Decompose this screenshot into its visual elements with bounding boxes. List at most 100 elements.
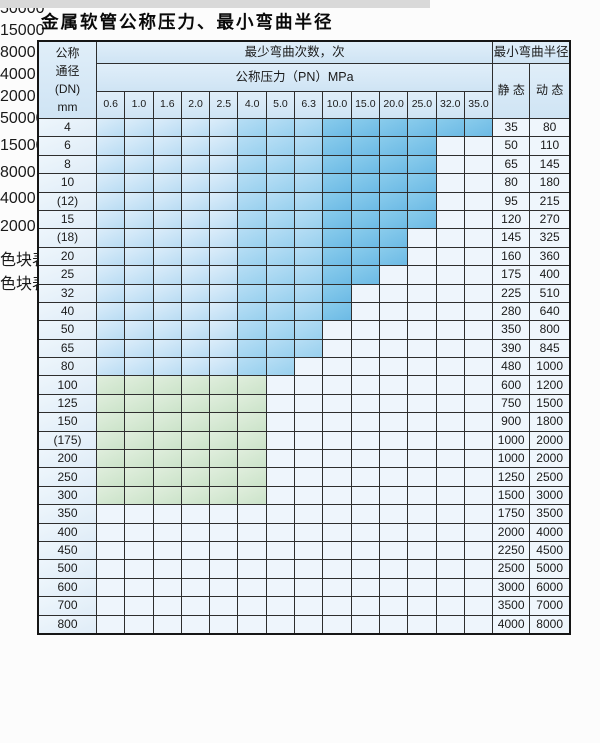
spec-cell bbox=[379, 247, 408, 266]
dn-cell: 400 bbox=[39, 523, 96, 541]
no-spec-cell bbox=[323, 468, 351, 486]
spec-cell bbox=[125, 431, 153, 450]
no-spec-cell bbox=[464, 394, 493, 413]
spec-cell bbox=[238, 155, 266, 174]
spec-cell bbox=[295, 192, 323, 210]
dynamic-value: 215 bbox=[530, 192, 570, 210]
no-spec-cell bbox=[238, 541, 266, 560]
spec-cell bbox=[97, 450, 125, 468]
spec-cell bbox=[238, 413, 266, 431]
spec-cell bbox=[210, 560, 238, 578]
pressure-tick: 4.0 bbox=[238, 92, 266, 118]
no-spec-cell bbox=[379, 376, 408, 394]
no-spec-cell bbox=[436, 431, 464, 450]
spec-cell bbox=[238, 302, 266, 321]
spec-cell bbox=[125, 247, 153, 266]
bend-count-label-8000: 8000 bbox=[0, 44, 36, 61]
spec-cell bbox=[210, 302, 238, 321]
spec-cell bbox=[97, 505, 125, 523]
no-spec-cell bbox=[210, 615, 238, 633]
spec-cell bbox=[238, 266, 266, 284]
spec-cell bbox=[153, 321, 181, 339]
no-spec-cell bbox=[379, 413, 408, 431]
spec-cell bbox=[323, 210, 351, 229]
no-spec-cell bbox=[436, 192, 464, 210]
spec-cell bbox=[97, 394, 125, 413]
static-value: 350 bbox=[493, 321, 530, 339]
static-value: 175 bbox=[493, 266, 530, 284]
no-spec-cell bbox=[408, 468, 436, 486]
static-header: 静 态 bbox=[493, 64, 530, 118]
no-spec-cell bbox=[436, 523, 464, 541]
no-spec-cell bbox=[351, 413, 379, 431]
no-spec-cell bbox=[408, 266, 436, 284]
static-value: 750 bbox=[493, 394, 530, 413]
no-spec-cell bbox=[266, 431, 295, 450]
spec-cell bbox=[238, 321, 266, 339]
no-spec-cell bbox=[379, 339, 408, 358]
no-spec-cell bbox=[408, 394, 436, 413]
spec-cell bbox=[238, 450, 266, 468]
spec-cell bbox=[125, 321, 153, 339]
dn-cell: 150 bbox=[39, 413, 96, 431]
static-value: 600 bbox=[493, 376, 530, 394]
spec-cell bbox=[97, 358, 125, 376]
spec-cell bbox=[210, 119, 238, 137]
no-spec-cell bbox=[323, 541, 351, 560]
dn-cell: 40 bbox=[39, 302, 96, 321]
spec-cell bbox=[210, 137, 238, 155]
dn-cell: 20 bbox=[39, 247, 96, 266]
spec-cell bbox=[153, 137, 181, 155]
spec-cell bbox=[181, 174, 210, 192]
spec-cell bbox=[97, 284, 125, 302]
dn-cell: 6 bbox=[39, 137, 96, 155]
bend-count-label-15000: 15000 bbox=[0, 22, 45, 39]
dn-cell: 32 bbox=[39, 284, 96, 302]
spec-cell bbox=[238, 394, 266, 413]
spec-cell bbox=[97, 523, 125, 541]
spec-cell bbox=[210, 192, 238, 210]
dynamic-value: 800 bbox=[530, 321, 570, 339]
no-spec-cell bbox=[464, 339, 493, 358]
no-spec-cell bbox=[408, 578, 436, 597]
no-spec-cell bbox=[238, 505, 266, 523]
no-spec-cell bbox=[351, 505, 379, 523]
spec-cell bbox=[125, 578, 153, 597]
spec-cell bbox=[295, 284, 323, 302]
no-spec-cell bbox=[295, 541, 323, 560]
spec-cell bbox=[408, 119, 436, 137]
dynamic-value: 8000 bbox=[530, 615, 570, 633]
spec-cell bbox=[379, 210, 408, 229]
no-spec-cell bbox=[408, 560, 436, 578]
spec-cell bbox=[210, 450, 238, 468]
spec-cell bbox=[323, 155, 351, 174]
spec-cell bbox=[323, 119, 351, 137]
dynamic-value: 2000 bbox=[530, 450, 570, 468]
dynamic-value: 1500 bbox=[530, 394, 570, 413]
spec-cell bbox=[238, 376, 266, 394]
no-spec-cell bbox=[238, 615, 266, 633]
no-spec-cell bbox=[408, 376, 436, 394]
spec-cell bbox=[295, 229, 323, 247]
spec-cell bbox=[181, 266, 210, 284]
spec-cell bbox=[181, 578, 210, 597]
no-spec-cell bbox=[436, 302, 464, 321]
no-spec-cell bbox=[464, 486, 493, 505]
spec-cell bbox=[210, 247, 238, 266]
no-spec-cell bbox=[238, 523, 266, 541]
no-spec-cell bbox=[436, 137, 464, 155]
spec-cell bbox=[125, 174, 153, 192]
spec-cell bbox=[153, 119, 181, 137]
no-spec-cell bbox=[464, 210, 493, 229]
no-spec-cell bbox=[464, 266, 493, 284]
dynamic-value: 110 bbox=[530, 137, 570, 155]
spec-cell bbox=[181, 358, 210, 376]
no-spec-cell bbox=[464, 578, 493, 597]
static-value: 390 bbox=[493, 339, 530, 358]
spec-cell bbox=[351, 119, 379, 137]
no-spec-cell bbox=[464, 155, 493, 174]
spec-cell bbox=[238, 247, 266, 266]
static-value: 2000 bbox=[493, 523, 530, 541]
no-spec-cell bbox=[408, 505, 436, 523]
no-spec-cell bbox=[323, 358, 351, 376]
